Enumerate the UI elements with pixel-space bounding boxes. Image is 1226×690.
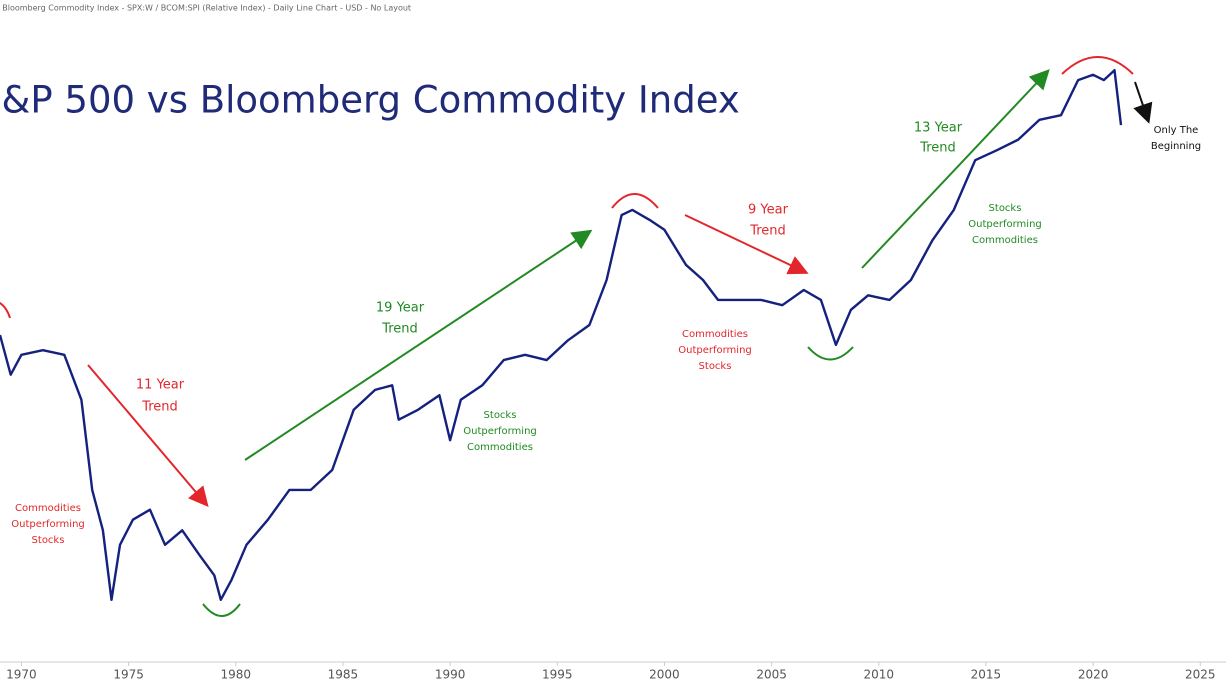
annotation: Trend (919, 141, 956, 156)
x-tick-label: 1985 (328, 668, 359, 682)
annotation: Outperforming (968, 219, 1042, 230)
annotation: Outperforming (678, 345, 752, 356)
x-tick-label: 2020 (1078, 668, 1109, 682)
x-tick-label: 2000 (649, 668, 680, 682)
annotation: Stocks (32, 535, 65, 546)
arrow (87, 364, 209, 508)
annotation: 19 Year (376, 301, 425, 316)
annotation: Commodities (15, 503, 81, 514)
x-tick-label: 1970 (6, 668, 37, 682)
annotation: Commodities (467, 442, 533, 453)
x-tick-label: 1990 (435, 668, 466, 682)
arc (807, 346, 854, 361)
chart-title: S&P 500 vs Bloomberg Commodity Index (0, 79, 740, 122)
x-tick-label: 2005 (756, 668, 787, 682)
annotation: Trend (381, 322, 418, 337)
series-line (0, 69, 1123, 601)
arc (0, 301, 11, 319)
x-tick-label: 2015 (971, 668, 1002, 682)
arc (202, 603, 241, 617)
arc (611, 193, 659, 209)
annotation: 13 Year (914, 121, 963, 136)
annotation: Trend (749, 224, 786, 239)
arrow (861, 69, 1050, 269)
annotation: Outperforming (11, 519, 85, 530)
x-tick-label: 1975 (113, 668, 144, 682)
annotation: 9 Year (748, 203, 789, 218)
annotation: Stocks (699, 361, 732, 372)
annotation: 11 Year (136, 378, 185, 393)
annotation: Commodities (682, 329, 748, 340)
arrow (244, 229, 593, 461)
x-tick-label: 1995 (542, 668, 573, 682)
annotation: Only The (1154, 125, 1199, 136)
annotation: Stocks (484, 410, 517, 421)
annotation: Outperforming (463, 426, 537, 437)
x-tick-label: 2025 (1185, 668, 1216, 682)
x-tick-label: 1980 (220, 668, 251, 682)
trend-arrows (0, 56, 1153, 617)
arc (1061, 56, 1134, 75)
chart-header: / Bloomberg Commodity Index - SPX:W / BC… (0, 4, 411, 13)
annotation: Trend (141, 400, 178, 415)
arrow (1133, 81, 1153, 124)
annotation: Stocks (989, 203, 1022, 214)
annotation: Beginning (1151, 141, 1201, 152)
arrow (684, 214, 809, 275)
x-tick-label: 2010 (864, 668, 895, 682)
annotation: Commodities (972, 235, 1038, 246)
